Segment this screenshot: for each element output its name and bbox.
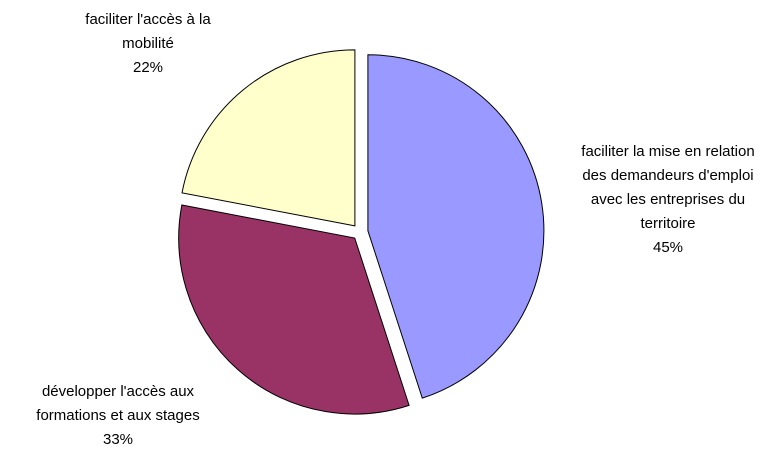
category-label: faciliter l'accès à la mobilité xyxy=(85,11,211,52)
percent-label: 45% xyxy=(652,239,684,256)
percent-label: 22% xyxy=(132,59,164,76)
slice-label: faciliter la mise en relation des demand… xyxy=(548,140,782,260)
percent-label: 33% xyxy=(102,431,134,448)
category-label: développer l'accès aux formations et aux… xyxy=(36,383,200,424)
pie-slice xyxy=(178,204,410,415)
pie-slice xyxy=(181,49,356,227)
category-label: faciliter la mise en relation des demand… xyxy=(581,143,755,232)
slice-label: faciliter l'accès à la mobilité 22% xyxy=(28,8,268,80)
slice-label: développer l'accès aux formations et aux… xyxy=(0,380,238,450)
pie-slice xyxy=(367,54,545,399)
